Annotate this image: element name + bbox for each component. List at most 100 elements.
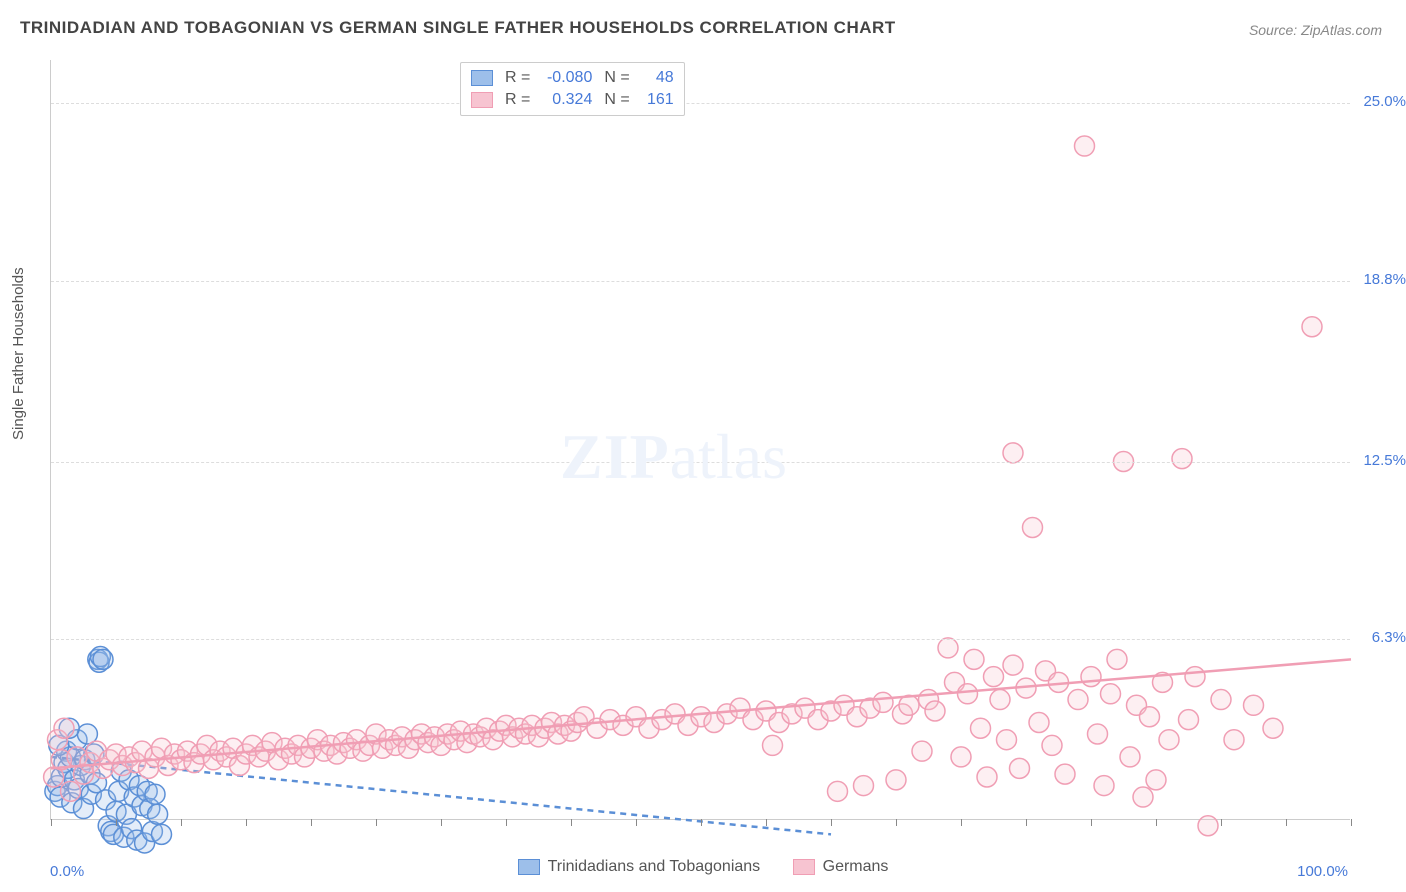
data-point-german <box>971 718 991 738</box>
data-point-german <box>1010 758 1030 778</box>
data-point-german <box>1120 747 1140 767</box>
data-point-german <box>1003 655 1023 675</box>
y-tick-label: 25.0% <box>1356 93 1406 110</box>
data-point-german <box>964 649 984 669</box>
data-point-german <box>997 730 1017 750</box>
data-point-german <box>828 781 848 801</box>
gridline <box>51 281 1350 282</box>
chart-title: TRINIDADIAN AND TOBAGONIAN VS GERMAN SIN… <box>20 18 896 38</box>
x-tick <box>961 819 962 826</box>
x-tick <box>1026 819 1027 826</box>
n-label: N = <box>604 89 629 111</box>
x-tick <box>1091 819 1092 826</box>
data-point-trinidadian <box>145 784 165 804</box>
gridline <box>51 462 1350 463</box>
data-point-german <box>1198 816 1218 836</box>
legend-row-german: R = 0.324 N = 161 <box>471 89 674 111</box>
data-point-german <box>1101 684 1121 704</box>
data-point-german <box>990 690 1010 710</box>
data-point-german <box>1107 649 1127 669</box>
data-point-german <box>1302 317 1322 337</box>
x-tick <box>376 819 377 826</box>
data-point-trinidadian <box>148 804 168 824</box>
legend-row-trinidadian: R = -0.080 N = 48 <box>471 67 674 89</box>
y-tick-label: 18.8% <box>1356 271 1406 288</box>
data-point-german <box>1003 443 1023 463</box>
x-tick <box>571 819 572 826</box>
gridline <box>51 639 1350 640</box>
data-point-german <box>1263 718 1283 738</box>
x-tick <box>766 819 767 826</box>
y-axis-title: Single Father Households <box>10 267 27 440</box>
x-tick <box>506 819 507 826</box>
data-point-german <box>1244 695 1264 715</box>
legend-item-trinidadian: Trinidadians and Tobagonians <box>518 858 761 876</box>
data-point-german <box>1042 735 1062 755</box>
data-point-german <box>1211 690 1231 710</box>
x-tick <box>116 819 117 826</box>
x-tick <box>1221 819 1222 826</box>
n-label: N = <box>604 67 629 89</box>
data-point-german <box>1081 667 1101 687</box>
n-value-german: 161 <box>638 89 674 111</box>
data-point-german <box>54 718 74 738</box>
data-point-german <box>1055 764 1075 784</box>
data-point-german <box>977 767 997 787</box>
chart-plot-area: 6.3%12.5%18.8%25.0% <box>50 60 1350 820</box>
data-point-trinidadian <box>152 824 172 844</box>
gridline <box>51 103 1350 104</box>
x-tick <box>701 819 702 826</box>
data-point-german <box>925 701 945 721</box>
x-tick <box>311 819 312 826</box>
data-point-german <box>958 684 978 704</box>
data-point-german <box>1068 690 1088 710</box>
swatch-german <box>471 92 493 108</box>
x-tick <box>1286 819 1287 826</box>
data-point-german <box>984 667 1004 687</box>
data-point-german <box>1146 770 1166 790</box>
correlation-legend: R = -0.080 N = 48 R = 0.324 N = 161 <box>460 62 685 116</box>
data-point-german <box>1159 730 1179 750</box>
y-tick-label: 12.5% <box>1356 452 1406 469</box>
data-point-german <box>1133 787 1153 807</box>
data-point-german <box>1224 730 1244 750</box>
r-label: R = <box>505 67 530 89</box>
data-point-german <box>854 776 874 796</box>
y-tick-label: 6.3% <box>1356 629 1406 646</box>
x-tick <box>831 819 832 826</box>
data-point-german <box>1023 517 1043 537</box>
data-point-german <box>1172 449 1192 469</box>
x-tick <box>1156 819 1157 826</box>
x-tick <box>181 819 182 826</box>
data-point-german <box>1185 667 1205 687</box>
data-point-german <box>912 741 932 761</box>
x-tick <box>441 819 442 826</box>
x-tick <box>636 819 637 826</box>
data-point-german <box>1094 776 1114 796</box>
scatter-plot-svg <box>51 60 1350 819</box>
data-point-german <box>1075 136 1095 156</box>
source-attribution: Source: ZipAtlas.com <box>1249 22 1382 38</box>
r-value-trinidadian: -0.080 <box>538 67 592 89</box>
series-legend: Trinidadians and Tobagonians Germans <box>0 858 1406 880</box>
legend-label-trinidadian: Trinidadians and Tobagonians <box>548 858 761 876</box>
x-tick <box>1351 819 1352 826</box>
x-tick <box>896 819 897 826</box>
swatch-trinidadian <box>471 70 493 86</box>
data-point-german <box>1029 712 1049 732</box>
legend-item-german: Germans <box>793 858 889 876</box>
x-tick <box>51 819 52 826</box>
data-point-german <box>951 747 971 767</box>
data-point-trinidadian <box>93 649 113 669</box>
data-point-german <box>938 638 958 658</box>
data-point-german <box>1140 707 1160 727</box>
swatch-trinidadian <box>518 859 540 875</box>
legend-label-german: Germans <box>823 858 889 876</box>
data-point-german <box>1088 724 1108 744</box>
x-tick <box>246 819 247 826</box>
data-point-german <box>1179 710 1199 730</box>
n-value-trinidadian: 48 <box>638 67 674 89</box>
data-point-german <box>873 692 893 712</box>
r-label: R = <box>505 89 530 111</box>
swatch-german <box>793 859 815 875</box>
